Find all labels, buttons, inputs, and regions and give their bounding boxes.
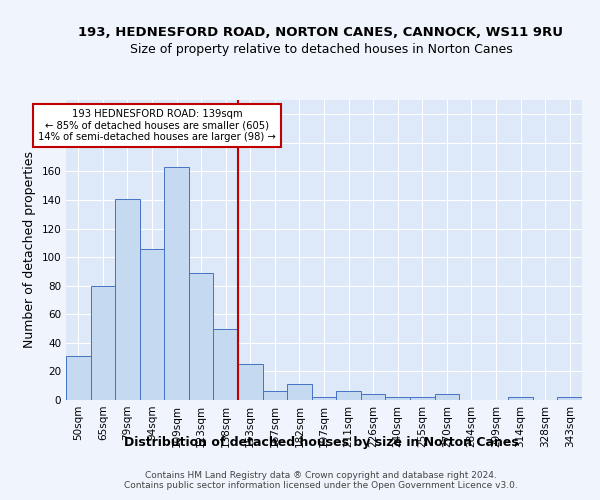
Bar bbox=[189, 273, 214, 400]
Text: Distribution of detached houses by size in Norton Canes: Distribution of detached houses by size … bbox=[124, 436, 518, 449]
Bar bbox=[336, 392, 361, 400]
Text: Contains HM Land Registry data ® Crown copyright and database right 2024.: Contains HM Land Registry data ® Crown c… bbox=[145, 470, 497, 480]
Bar bbox=[140, 248, 164, 400]
Bar bbox=[66, 356, 91, 400]
Text: Size of property relative to detached houses in Norton Canes: Size of property relative to detached ho… bbox=[130, 44, 512, 57]
Bar bbox=[91, 286, 115, 400]
Bar bbox=[312, 397, 336, 400]
Y-axis label: Number of detached properties: Number of detached properties bbox=[23, 152, 36, 348]
Text: 193 HEDNESFORD ROAD: 139sqm
← 85% of detached houses are smaller (605)
14% of se: 193 HEDNESFORD ROAD: 139sqm ← 85% of det… bbox=[38, 108, 276, 142]
Text: 193, HEDNESFORD ROAD, NORTON CANES, CANNOCK, WS11 9RU: 193, HEDNESFORD ROAD, NORTON CANES, CANN… bbox=[79, 26, 563, 39]
Text: Contains public sector information licensed under the Open Government Licence v3: Contains public sector information licen… bbox=[124, 482, 518, 490]
Bar bbox=[238, 364, 263, 400]
Bar bbox=[214, 328, 238, 400]
Bar bbox=[287, 384, 312, 400]
Bar bbox=[557, 397, 582, 400]
Bar bbox=[508, 397, 533, 400]
Bar bbox=[115, 198, 140, 400]
Bar bbox=[164, 167, 189, 400]
Bar bbox=[410, 397, 434, 400]
Bar bbox=[361, 394, 385, 400]
Bar bbox=[434, 394, 459, 400]
Bar bbox=[385, 397, 410, 400]
Bar bbox=[263, 392, 287, 400]
